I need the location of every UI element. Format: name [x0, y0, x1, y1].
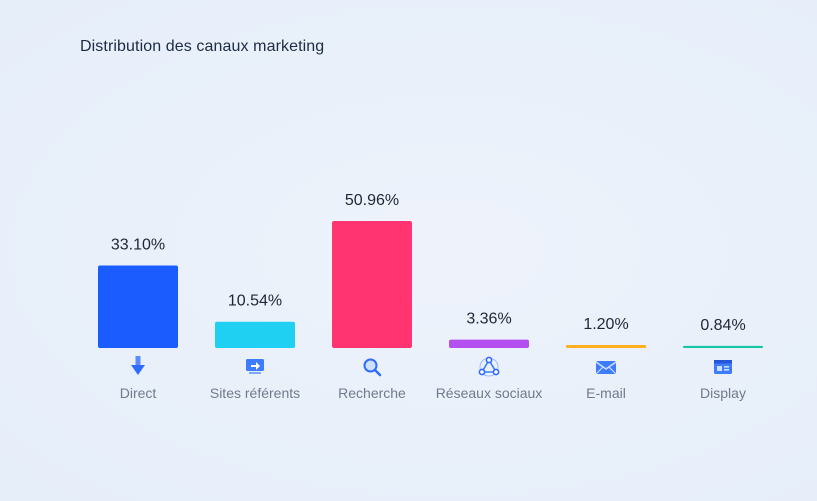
category-label-direct: Direct — [120, 385, 157, 401]
category-icons-group — [131, 356, 732, 377]
envelope-icon — [595, 361, 617, 375]
chart-title: Distribution des canaux marketing — [80, 38, 325, 55]
value-label-e-mail: 1.20% — [583, 316, 628, 333]
category-label-e-mail: E-mail — [586, 385, 626, 401]
value-label-reseaux-sociaux: 3.36% — [466, 311, 511, 328]
bar-recherche — [332, 221, 412, 348]
display-window-icon — [714, 360, 732, 374]
category-label-sites-referents: Sites référents — [210, 385, 300, 401]
bar-e-mail — [566, 345, 646, 348]
category-label-recherche: Recherche — [338, 385, 406, 401]
bar-reseaux-sociaux — [449, 339, 529, 348]
bars-group — [98, 221, 763, 348]
value-label-display: 0.84% — [700, 317, 745, 334]
bar-direct — [98, 265, 178, 348]
arrow-down-icon — [131, 356, 145, 375]
value-label-sites-referents: 10.54% — [228, 293, 282, 310]
value-labels-group: 33.10% 10.54% 50.96% 3.36% 1.20% 0.84% — [111, 192, 746, 334]
monitor-arrow-icon — [246, 359, 264, 374]
category-labels-group: Direct Sites référents Recherche Réseaux so… — [120, 385, 746, 401]
search-icon — [363, 358, 382, 377]
social-network-icon — [478, 356, 500, 377]
category-label-display: Display — [700, 385, 746, 401]
value-label-direct: 33.10% — [111, 237, 165, 254]
bar-display — [683, 345, 763, 348]
value-label-recherche: 50.96% — [345, 192, 399, 209]
bar-sites-referents — [215, 321, 295, 348]
category-label-reseaux-sociaux: Réseaux sociaux — [436, 385, 543, 401]
